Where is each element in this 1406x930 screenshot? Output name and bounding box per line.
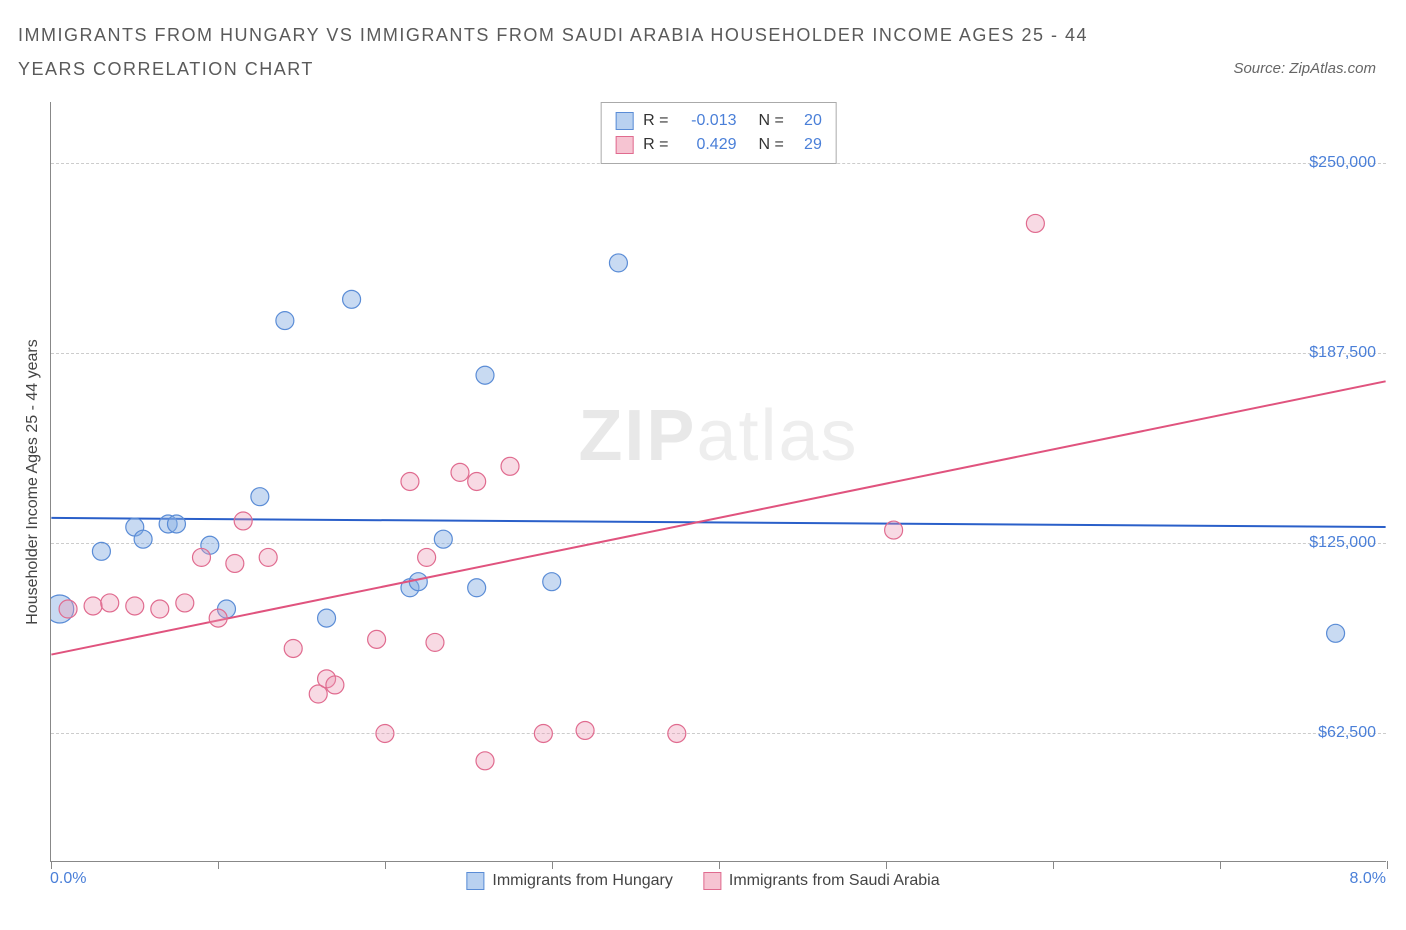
legend-swatch: [615, 112, 633, 130]
data-point-saudi: [501, 457, 519, 475]
data-point-hungary: [476, 366, 494, 384]
data-point-hungary: [543, 573, 561, 591]
legend-n-label: N =: [759, 133, 784, 157]
legend-n-label: N =: [759, 109, 784, 133]
legend-correlation-row: R = 0.429 N = 29: [615, 133, 822, 157]
legend-series-label: Immigrants from Saudi Arabia: [729, 872, 940, 890]
x-max-label: 8.0%: [1350, 870, 1386, 888]
data-point-saudi: [885, 521, 903, 539]
data-point-saudi: [284, 639, 302, 657]
x-tick: [51, 861, 52, 869]
legend-n-value: 29: [794, 133, 822, 157]
chart-title: IMMIGRANTS FROM HUNGARY VS IMMIGRANTS FR…: [18, 18, 1138, 86]
data-point-saudi: [176, 594, 194, 612]
data-point-saudi: [468, 473, 486, 491]
x-tick: [218, 861, 219, 869]
data-point-saudi: [259, 548, 277, 566]
data-point-hungary: [92, 542, 110, 560]
legend-swatch: [615, 136, 633, 154]
data-point-saudi: [426, 633, 444, 651]
legend-r-label: R =: [643, 133, 668, 157]
data-point-saudi: [418, 548, 436, 566]
y-axis-label: Householder Income Ages 25 - 44 years: [24, 339, 42, 625]
data-point-saudi: [368, 630, 386, 648]
data-point-hungary: [251, 488, 269, 506]
data-point-hungary: [318, 609, 336, 627]
data-point-saudi: [234, 512, 252, 530]
legend-swatch: [466, 872, 484, 890]
data-point-hungary: [167, 515, 185, 533]
data-point-saudi: [326, 676, 344, 694]
data-point-hungary: [609, 254, 627, 272]
x-tick: [552, 861, 553, 869]
x-min-label: 0.0%: [50, 870, 86, 888]
data-point-hungary: [1327, 624, 1345, 642]
x-tick: [385, 861, 386, 869]
source-label: Source: ZipAtlas.com: [1233, 60, 1376, 77]
data-point-saudi: [451, 463, 469, 481]
data-point-saudi: [209, 609, 227, 627]
x-tick: [886, 861, 887, 869]
data-point-hungary: [468, 579, 486, 597]
legend-series-label: Immigrants from Hungary: [492, 872, 673, 890]
data-point-saudi: [192, 548, 210, 566]
data-point-saudi: [226, 554, 244, 572]
data-point-saudi: [668, 724, 686, 742]
x-tick: [1220, 861, 1221, 869]
legend-correlation-row: R = -0.013 N = 20: [615, 109, 822, 133]
data-point-saudi: [376, 724, 394, 742]
legend-series: Immigrants from Hungary Immigrants from S…: [466, 872, 939, 890]
legend-series-item: Immigrants from Saudi Arabia: [703, 872, 940, 890]
data-point-hungary: [343, 290, 361, 308]
plot-area: ZIPatlas Householder Income Ages 25 - 44…: [50, 102, 1386, 862]
x-tick: [719, 861, 720, 869]
x-tick: [1387, 861, 1388, 869]
data-point-saudi: [1026, 214, 1044, 232]
data-point-saudi: [401, 473, 419, 491]
chart-svg: [51, 102, 1386, 861]
data-point-saudi: [476, 752, 494, 770]
data-point-saudi: [151, 600, 169, 618]
data-point-saudi: [576, 721, 594, 739]
legend-r-value: 0.429: [679, 133, 737, 157]
data-point-saudi: [101, 594, 119, 612]
data-point-saudi: [84, 597, 102, 615]
data-point-hungary: [434, 530, 452, 548]
legend-series-item: Immigrants from Hungary: [466, 872, 673, 890]
data-point-saudi: [126, 597, 144, 615]
data-point-saudi: [534, 724, 552, 742]
data-point-hungary: [276, 312, 294, 330]
data-point-hungary: [134, 530, 152, 548]
legend-swatch: [703, 872, 721, 890]
legend-r-value: -0.013: [679, 109, 737, 133]
data-point-saudi: [59, 600, 77, 618]
x-tick: [1053, 861, 1054, 869]
legend-correlation: R = -0.013 N = 20 R = 0.429 N = 29: [600, 102, 837, 164]
legend-r-label: R =: [643, 109, 668, 133]
legend-n-value: 20: [794, 109, 822, 133]
